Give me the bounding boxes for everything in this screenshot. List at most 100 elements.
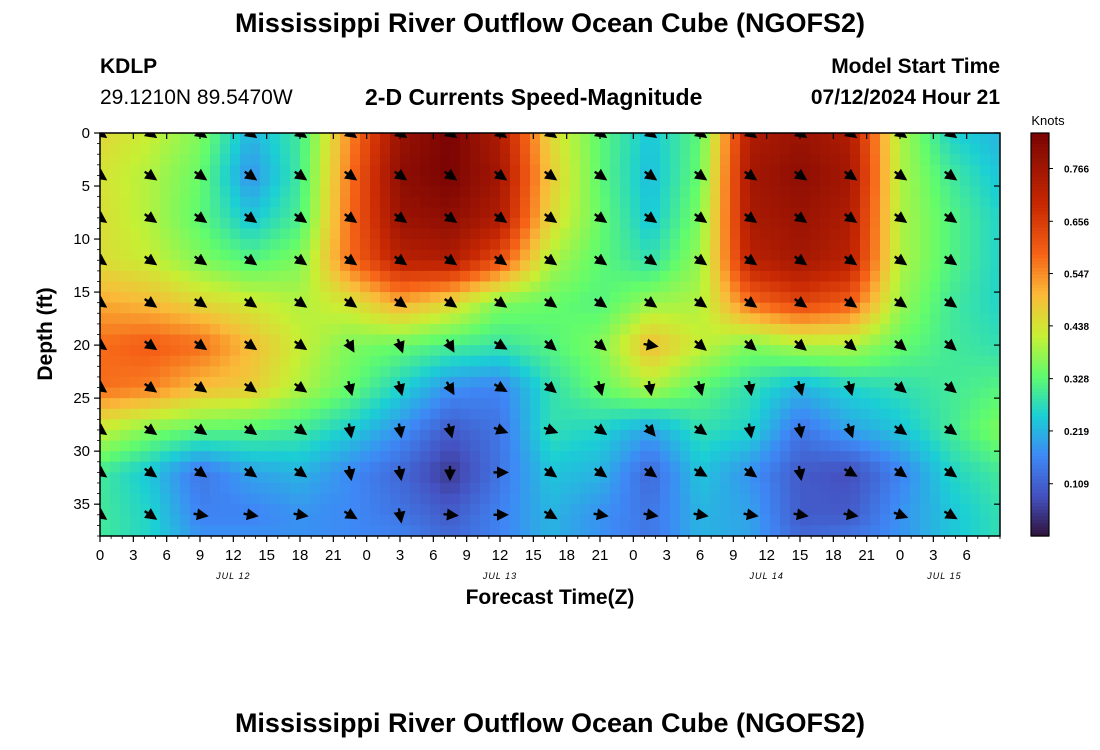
- heatmap-cell: [960, 207, 971, 219]
- heatmap-cell: [260, 334, 271, 346]
- heatmap-cell: [340, 175, 351, 187]
- heatmap-cell: [650, 196, 661, 208]
- heatmap-cell: [110, 408, 121, 420]
- heatmap-cell: [320, 387, 331, 399]
- heatmap-cell: [840, 302, 851, 314]
- heatmap-cell: [170, 249, 181, 261]
- heatmap-cell: [830, 207, 841, 219]
- heatmap-cell: [270, 143, 281, 155]
- heatmap-cell: [570, 429, 581, 442]
- heatmap-cell: [320, 472, 331, 484]
- heatmap-cell: [210, 270, 221, 283]
- heatmap-cell: [570, 239, 581, 251]
- heatmap-cell: [780, 196, 791, 208]
- heatmap-cell: [460, 366, 471, 378]
- heatmap-cell: [460, 292, 471, 304]
- heatmap-cell: [530, 154, 541, 166]
- heatmap-cell: [360, 355, 371, 367]
- heatmap-cell: [830, 472, 841, 484]
- heatmap-cell: [510, 313, 521, 325]
- heatmap-cell: [600, 164, 611, 177]
- heatmap-cell: [430, 429, 441, 442]
- heatmap-cell: [830, 175, 841, 187]
- heatmap-cell: [360, 270, 371, 283]
- heatmap-cell: [610, 133, 621, 145]
- heatmap-cell: [190, 514, 201, 526]
- heatmap-cell: [770, 302, 781, 314]
- heatmap-cell: [820, 302, 831, 314]
- heatmap-cell: [850, 493, 861, 505]
- heatmap-cell: [420, 366, 431, 378]
- current-arrow: [893, 508, 909, 520]
- current-arrow: [143, 295, 158, 308]
- heatmap-cell: [690, 154, 701, 166]
- heatmap-cell: [620, 366, 631, 378]
- heatmap-cell: [450, 472, 461, 484]
- heatmap-cell: [670, 482, 681, 495]
- heatmap-cell: [980, 482, 991, 495]
- heatmap-cell: [960, 323, 971, 336]
- heatmap-cell: [600, 525, 611, 536]
- heatmap-cell: [800, 217, 811, 230]
- heatmap-cell: [330, 186, 341, 198]
- heatmap-cell: [500, 207, 511, 219]
- heatmap-cell: [820, 525, 831, 536]
- heatmap-cell: [460, 493, 471, 505]
- heatmap-cell: [270, 482, 281, 495]
- heatmap-cell: [550, 239, 561, 251]
- heatmap-cell: [260, 164, 271, 177]
- heatmap-cell: [690, 228, 701, 240]
- heatmap-cell: [710, 154, 721, 166]
- heatmap-cell: [400, 493, 411, 505]
- heatmap-cell: [300, 260, 311, 272]
- heatmap-cell: [940, 472, 951, 484]
- heatmap-cell: [900, 270, 911, 283]
- heatmap-cell: [580, 376, 591, 389]
- heatmap-cell: [130, 281, 141, 293]
- heatmap-cell: [820, 217, 831, 230]
- current-arrow: [193, 423, 208, 436]
- heatmap-cell: [760, 239, 771, 251]
- heatmap-cell: [410, 429, 421, 442]
- heatmap-cell: [470, 514, 481, 526]
- heatmap-cell: [200, 440, 211, 452]
- colorbar-swatch: [1031, 421, 1049, 426]
- current-arrow: [543, 253, 558, 266]
- heatmap-cell: [660, 366, 671, 378]
- heatmap-cell: [910, 440, 921, 452]
- current-arrow: [643, 508, 659, 521]
- heatmap-cell: [220, 133, 231, 145]
- heatmap-cell: [780, 472, 791, 484]
- heatmap-cell: [480, 323, 491, 336]
- y-tick-label: 10: [73, 231, 90, 248]
- heatmap-cell: [720, 525, 731, 536]
- heatmap-cell: [950, 482, 961, 495]
- heatmap-cell: [220, 451, 231, 463]
- heatmap-cell: [950, 313, 961, 325]
- heatmap-cell: [950, 260, 961, 272]
- heatmap-cell: [310, 482, 321, 495]
- heatmap-cell: [920, 472, 931, 484]
- heatmap-cell: [470, 154, 481, 166]
- heatmap-cell: [680, 451, 691, 463]
- heatmap-cell: [590, 323, 601, 336]
- heatmap-cell: [100, 323, 111, 336]
- heatmap-cell: [700, 504, 711, 516]
- heatmap-cell: [460, 514, 471, 526]
- colorbar-frame: [1030, 132, 1050, 537]
- heatmap-cell: [950, 472, 961, 484]
- heatmap-cell: [120, 196, 131, 208]
- heatmap-cell: [780, 323, 791, 336]
- heatmap-cell: [850, 514, 861, 526]
- current-arrow: [443, 253, 458, 266]
- heatmap-cell: [880, 249, 891, 261]
- heatmap-cell: [130, 482, 141, 495]
- heatmap-cell: [470, 143, 481, 155]
- heatmap-cell: [680, 504, 691, 516]
- heatmap-cell: [480, 260, 491, 272]
- heatmap-cell: [680, 302, 691, 314]
- heatmap-cell: [570, 143, 581, 155]
- heatmap-cell: [670, 270, 681, 283]
- heatmap-cell: [610, 323, 621, 336]
- colorbar-swatch: [1031, 240, 1049, 245]
